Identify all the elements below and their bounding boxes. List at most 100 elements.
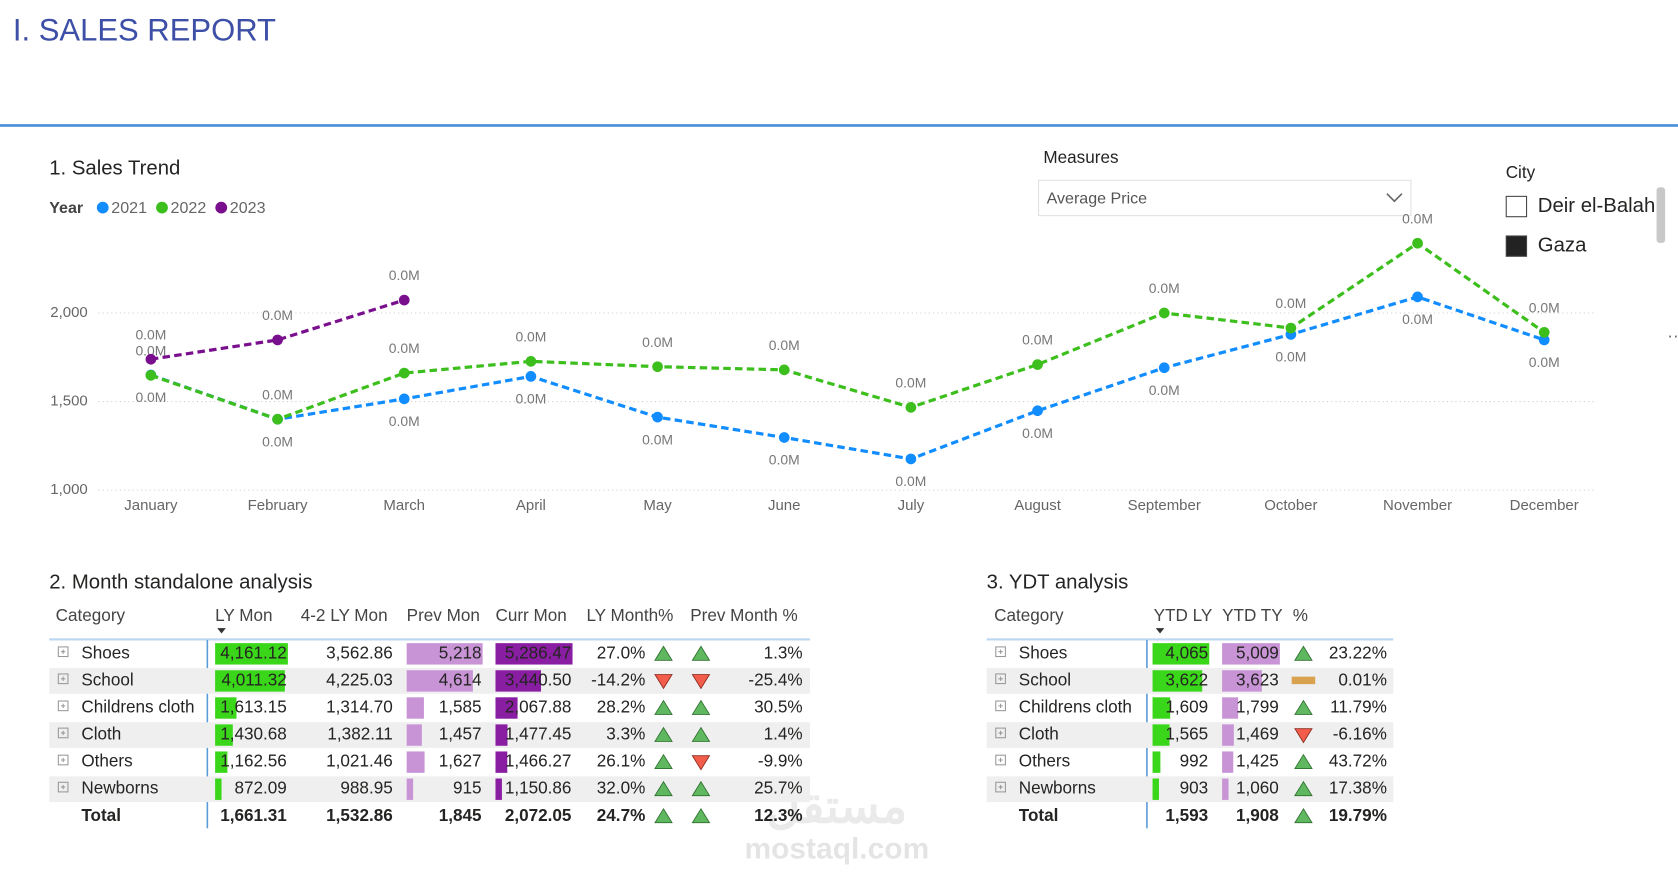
more-options[interactable]: ·· bbox=[1667, 327, 1678, 346]
cell-value: 3,623 bbox=[1236, 670, 1279, 689]
trend-up bbox=[1294, 645, 1313, 661]
data-point bbox=[1032, 359, 1043, 370]
x-tick-label: February bbox=[248, 497, 308, 514]
scrollbar[interactable] bbox=[1656, 187, 1666, 243]
measures-label: Measures bbox=[1043, 148, 1118, 167]
x-tick-label: September bbox=[1128, 497, 1201, 514]
data-point bbox=[905, 453, 917, 465]
checkbox[interactable] bbox=[1505, 235, 1528, 257]
cell-value: 26.1% bbox=[597, 752, 646, 771]
checkbox[interactable] bbox=[1505, 195, 1528, 218]
expand-plus bbox=[61, 730, 66, 736]
measures-dropdown[interactable] bbox=[1038, 179, 1412, 217]
cell-value: 1,565 bbox=[1165, 725, 1208, 744]
watermark: mostaql.com bbox=[744, 833, 929, 866]
x-tick-label: March bbox=[383, 497, 425, 514]
cell-value: 1,021.46 bbox=[326, 752, 393, 771]
data-label: 0.0M bbox=[262, 307, 293, 323]
measures-value: Average Price bbox=[1047, 189, 1148, 207]
data-label: 0.0M bbox=[1402, 210, 1433, 226]
data-point bbox=[145, 369, 157, 381]
data-label: 0.0M bbox=[1275, 295, 1306, 311]
expand-icon[interactable] bbox=[995, 700, 1006, 712]
data-bar bbox=[1152, 751, 1161, 773]
x-tick-label: June bbox=[768, 497, 800, 514]
slicer-item[interactable]: Gaza bbox=[1538, 235, 1587, 257]
expand-icon[interactable] bbox=[995, 673, 1006, 685]
data-label: 0.0M bbox=[769, 337, 800, 353]
expand-icon[interactable] bbox=[57, 781, 69, 793]
cell-value: 28.2% bbox=[597, 698, 646, 717]
legend-label: 2022 bbox=[171, 199, 207, 217]
data-bar bbox=[1222, 751, 1234, 773]
trend-down bbox=[691, 674, 711, 690]
row-label: Total bbox=[81, 806, 121, 825]
expand-icon[interactable] bbox=[995, 754, 1006, 766]
data-label: 0.0M bbox=[769, 452, 800, 468]
cell-value: 24.7% bbox=[597, 806, 646, 825]
cell-value: 1,162.56 bbox=[220, 752, 287, 771]
data-label: 0.0M bbox=[135, 389, 166, 405]
data-point bbox=[652, 411, 663, 423]
data-point bbox=[1412, 291, 1423, 303]
cell-value: 903 bbox=[1180, 779, 1209, 798]
cell-value: 4,065 bbox=[1165, 643, 1208, 662]
data-bar bbox=[406, 643, 483, 665]
slicer-item[interactable]: Deir el-Balah bbox=[1538, 195, 1656, 217]
trend-down bbox=[691, 755, 711, 771]
column-header[interactable]: LY Month% bbox=[586, 606, 673, 625]
legend-dot bbox=[156, 201, 168, 214]
expand-icon[interactable] bbox=[57, 754, 69, 766]
expand-icon[interactable] bbox=[57, 700, 69, 712]
data-bar bbox=[1222, 670, 1262, 692]
data-bar bbox=[406, 670, 473, 692]
cell-value: 32.0% bbox=[597, 779, 646, 798]
expand-plus bbox=[61, 784, 66, 790]
row-label: Childrens cloth bbox=[81, 698, 194, 717]
cell-value: 1,150.86 bbox=[505, 779, 572, 798]
expand-plus bbox=[61, 676, 66, 681]
cell-value: 1.3% bbox=[764, 643, 803, 662]
cell-value: 3.3% bbox=[606, 725, 645, 744]
row-band bbox=[49, 776, 811, 803]
column-header[interactable]: Prev Month % bbox=[690, 606, 797, 625]
data-bar bbox=[1222, 778, 1229, 800]
expand-icon[interactable] bbox=[57, 727, 69, 739]
trend-up bbox=[654, 699, 673, 715]
cell-value: 43.72% bbox=[1329, 752, 1387, 771]
row-label: Shoes bbox=[1019, 643, 1068, 662]
column-header[interactable]: Curr Mon bbox=[495, 606, 566, 625]
cell-value: 1,425 bbox=[1236, 752, 1279, 771]
expand-icon[interactable] bbox=[57, 673, 69, 685]
column-header[interactable]: Prev Mon bbox=[407, 606, 480, 625]
expand-icon[interactable] bbox=[57, 646, 69, 658]
data-bar bbox=[406, 778, 414, 800]
table-title: 2. Month standalone analysis bbox=[49, 572, 312, 594]
x-tick-label: October bbox=[1264, 497, 1317, 514]
data-bar bbox=[406, 697, 424, 719]
cell-value: -6.16% bbox=[1333, 725, 1387, 744]
column-header[interactable]: YTD TY bbox=[1222, 606, 1283, 625]
expand-icon[interactable] bbox=[995, 646, 1006, 658]
data-label: 0.0M bbox=[895, 375, 926, 391]
data-bar bbox=[406, 751, 425, 773]
expand-icon[interactable] bbox=[995, 727, 1006, 739]
data-bar bbox=[215, 670, 285, 692]
cell-value: 992 bbox=[1180, 752, 1209, 771]
column-header[interactable]: 4-2 LY Mon bbox=[301, 606, 388, 625]
x-tick-label: January bbox=[124, 497, 178, 514]
expand-icon[interactable] bbox=[995, 781, 1006, 793]
column-header[interactable]: % bbox=[1293, 606, 1308, 625]
cell-value: 4,011.32 bbox=[221, 670, 286, 689]
trend-down bbox=[654, 674, 673, 690]
data-bar bbox=[1222, 724, 1234, 746]
series-line bbox=[150, 298, 405, 361]
sort-arrow bbox=[217, 628, 226, 634]
column-header[interactable]: YTD LY bbox=[1154, 606, 1213, 625]
trend-up bbox=[1294, 699, 1313, 715]
data-point bbox=[525, 356, 537, 367]
column-header[interactable]: Category bbox=[56, 606, 126, 625]
column-header[interactable]: Category bbox=[994, 606, 1064, 625]
data-bar bbox=[495, 643, 573, 665]
column-header[interactable]: LY Mon bbox=[215, 606, 272, 625]
